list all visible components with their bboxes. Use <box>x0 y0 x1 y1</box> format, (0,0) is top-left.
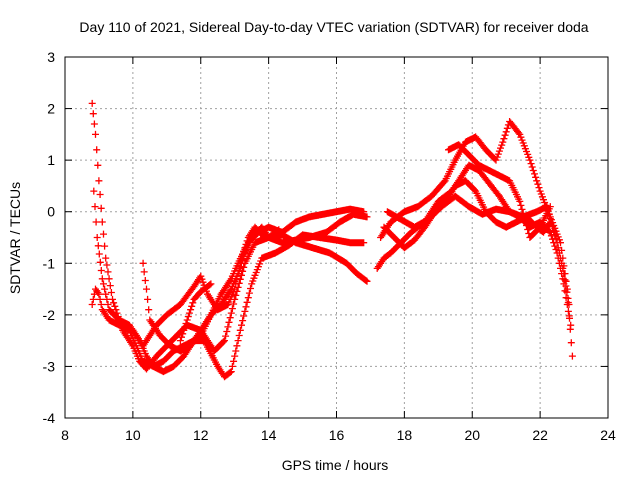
y-tick-label: -3 <box>43 358 56 374</box>
series-markers <box>129 223 283 350</box>
x-tick-label: 18 <box>397 427 413 443</box>
y-tick-label: 1 <box>47 152 55 168</box>
series-5 <box>129 223 283 350</box>
x-tick-label: 16 <box>329 427 345 443</box>
chart-title: Day 110 of 2021, Sidereal Day-to-day VTE… <box>79 19 588 35</box>
y-tick-label: 0 <box>47 204 55 220</box>
x-tick-label: 10 <box>125 427 141 443</box>
y-tick-label: -2 <box>43 307 56 323</box>
y-tick-label: 3 <box>47 49 55 65</box>
series-10 <box>383 192 573 308</box>
x-axis-label: GPS time / hours <box>282 457 389 473</box>
series-markers <box>383 192 573 308</box>
series-6 <box>176 280 215 345</box>
series-markers <box>176 280 215 345</box>
x-tick-label: 12 <box>193 427 209 443</box>
x-tick-label: 22 <box>532 427 548 443</box>
x-tick-label: 14 <box>261 427 277 443</box>
y-tick-label: -1 <box>43 255 56 271</box>
x-tick-label: 8 <box>61 427 69 443</box>
series-11 <box>445 141 554 241</box>
x-tick-label: 20 <box>464 427 480 443</box>
data-points <box>88 99 576 381</box>
y-tick-label: -4 <box>43 410 56 426</box>
series-markers <box>445 141 554 241</box>
y-tick-label: 2 <box>47 101 55 117</box>
x-tick-label: 24 <box>600 427 616 443</box>
y-axis-label: SDTVAR / TECUs <box>7 182 23 294</box>
